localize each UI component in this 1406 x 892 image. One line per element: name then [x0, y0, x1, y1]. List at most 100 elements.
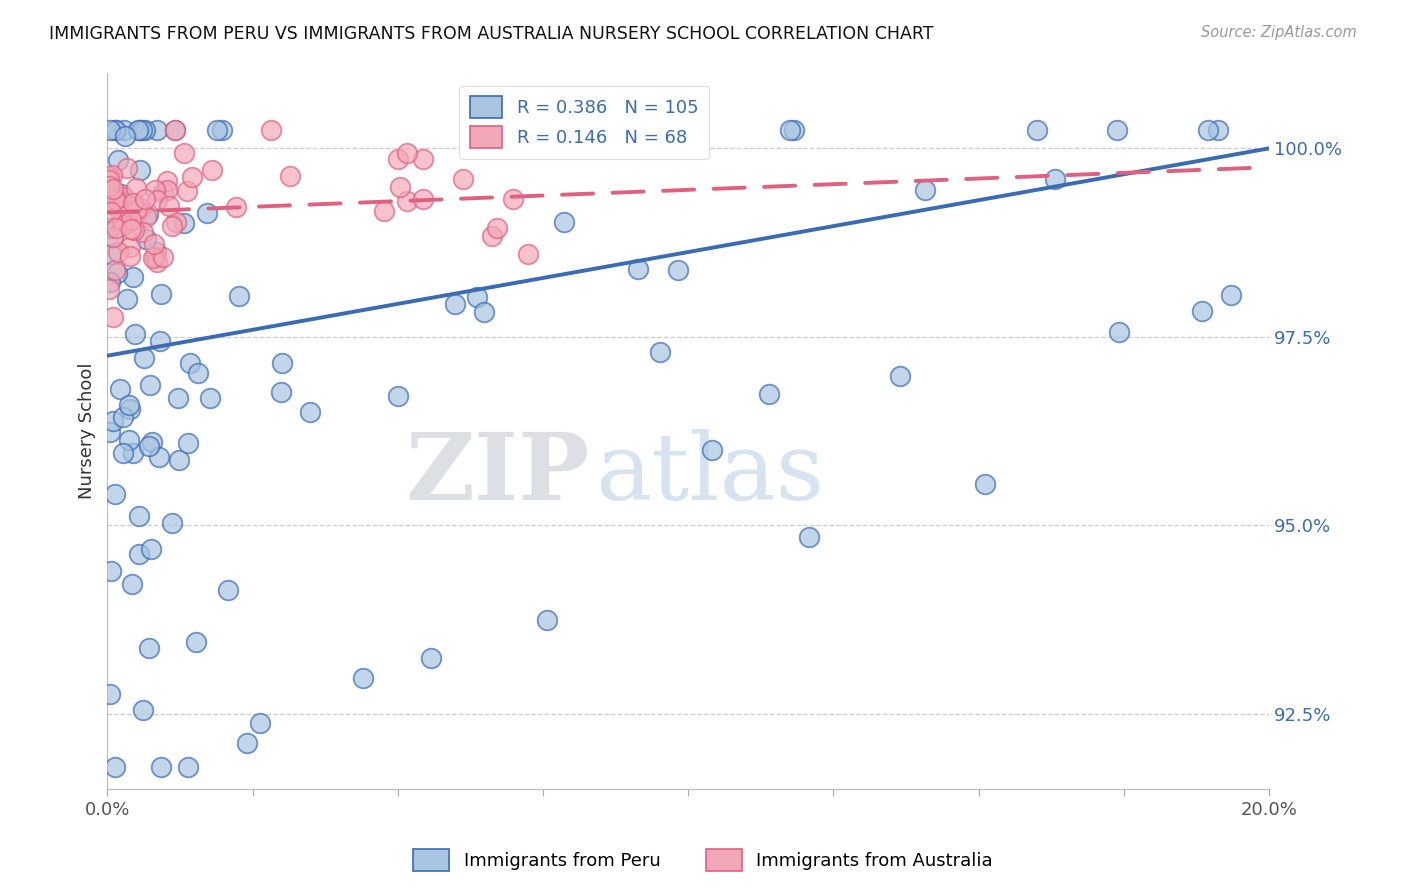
Point — [150, 759, 173, 773]
Point — [101, 414, 124, 428]
Point — [101, 230, 124, 244]
Point — [111, 409, 134, 424]
Point — [148, 450, 170, 465]
Point — [779, 122, 801, 136]
Point — [270, 385, 292, 400]
Point — [1191, 304, 1213, 318]
Point — [98, 425, 121, 440]
Point — [138, 641, 160, 656]
Point — [145, 194, 167, 208]
Point — [236, 736, 259, 750]
Point — [152, 185, 174, 199]
Point — [249, 715, 271, 730]
Point — [110, 187, 132, 202]
Point — [179, 356, 201, 370]
Point — [666, 263, 689, 277]
Point — [128, 122, 150, 136]
Point — [451, 172, 474, 186]
Point — [420, 650, 443, 665]
Point — [373, 203, 395, 218]
Point — [100, 564, 122, 578]
Point — [98, 275, 121, 289]
Point — [135, 232, 157, 246]
Point — [97, 185, 120, 199]
Point — [270, 356, 292, 370]
Point — [211, 122, 233, 136]
Point — [107, 244, 129, 259]
Point — [648, 344, 671, 359]
Point — [176, 184, 198, 198]
Point — [228, 289, 250, 303]
Point — [797, 531, 820, 545]
Point — [201, 163, 224, 178]
Point — [412, 153, 434, 167]
Point — [165, 122, 187, 136]
Point — [165, 215, 187, 229]
Point — [117, 161, 139, 175]
Point — [98, 172, 121, 186]
Point — [298, 405, 321, 419]
Point — [97, 169, 120, 184]
Point — [1105, 122, 1128, 136]
Text: Source: ZipAtlas.com: Source: ZipAtlas.com — [1201, 25, 1357, 40]
Point — [973, 477, 995, 491]
Point — [131, 122, 153, 136]
Point — [118, 401, 141, 416]
Point — [488, 122, 510, 136]
Point — [173, 216, 195, 230]
Point — [187, 366, 209, 380]
Point — [260, 122, 283, 136]
Point — [98, 179, 121, 194]
Point — [132, 225, 155, 239]
Point — [105, 188, 128, 202]
Point — [150, 287, 173, 301]
Point — [120, 212, 142, 227]
Point — [444, 297, 467, 311]
Point — [118, 433, 141, 447]
Point — [516, 247, 538, 261]
Text: ZIP: ZIP — [405, 429, 589, 519]
Point — [101, 310, 124, 324]
Point — [395, 146, 418, 161]
Point — [616, 122, 638, 136]
Point — [156, 174, 179, 188]
Point — [111, 446, 134, 460]
Point — [352, 671, 374, 685]
Point — [464, 122, 486, 136]
Point — [125, 202, 148, 216]
Point — [167, 452, 190, 467]
Point — [1108, 325, 1130, 339]
Point — [103, 487, 125, 501]
Point — [120, 222, 142, 236]
Point — [121, 576, 143, 591]
Point — [145, 255, 167, 269]
Point — [125, 181, 148, 195]
Point — [139, 378, 162, 392]
Point — [129, 201, 152, 215]
Point — [1197, 122, 1219, 136]
Point — [536, 613, 558, 627]
Point — [105, 221, 128, 235]
Point — [502, 192, 524, 206]
Point — [100, 204, 122, 219]
Point — [97, 282, 120, 296]
Point — [627, 261, 650, 276]
Point — [111, 218, 134, 232]
Point — [1025, 122, 1047, 136]
Point — [1206, 122, 1229, 136]
Point — [143, 183, 166, 197]
Point — [198, 391, 221, 405]
Point — [112, 189, 135, 203]
Point — [1043, 172, 1066, 186]
Point — [138, 439, 160, 453]
Point — [141, 435, 163, 450]
Point — [100, 247, 122, 261]
Point — [134, 192, 156, 206]
Point — [117, 292, 139, 306]
Point — [176, 435, 198, 450]
Legend: R = 0.386   N = 105, R = 0.146   N = 68: R = 0.386 N = 105, R = 0.146 N = 68 — [460, 86, 709, 159]
Point — [180, 169, 202, 184]
Point — [121, 446, 143, 460]
Point — [98, 221, 121, 235]
Point — [205, 122, 228, 136]
